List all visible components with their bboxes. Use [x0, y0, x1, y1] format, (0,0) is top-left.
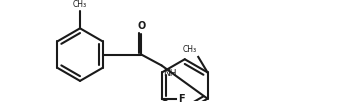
Text: O: O: [137, 21, 146, 31]
Text: F: F: [178, 94, 185, 104]
Text: CH₃: CH₃: [183, 45, 197, 54]
Text: CH₃: CH₃: [73, 0, 87, 9]
Text: NH: NH: [163, 69, 176, 77]
